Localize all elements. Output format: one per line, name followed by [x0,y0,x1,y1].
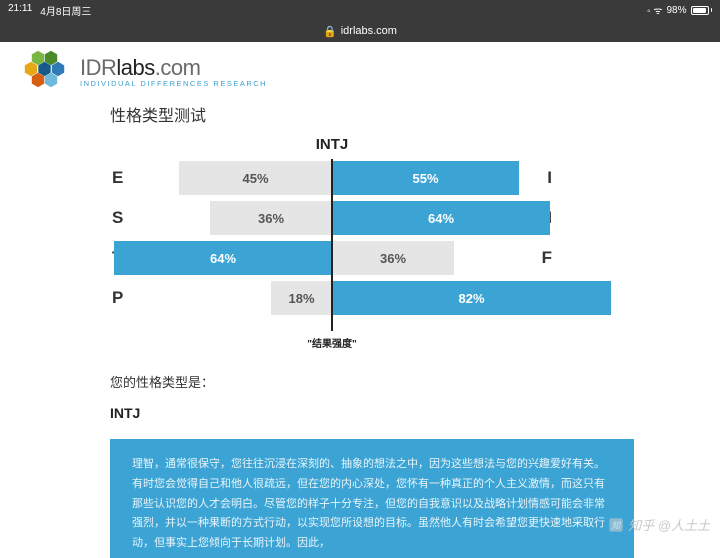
watermark: 知 知乎 @人土土 [608,515,710,534]
bar-right: 55% [332,161,519,195]
chart-result-type: INTJ [112,136,552,153]
chart-centerline [331,159,333,331]
status-bar: 21:11 4月8日周三 ◦ ᯤ 98% [0,0,720,20]
brand-title: IDRlabs.com [80,57,267,79]
wifi-icon: ◦ ᯤ [647,3,662,17]
description-box: 理智，通常很保守，您往往沉浸在深刻的、抽象的想法之中，因为这些想法与您的兴趣爱好… [110,439,634,558]
axis-right-label: I [528,168,552,188]
bar-right: 82% [332,281,611,315]
battery-icon [691,6,713,15]
lock-icon: 🔒 [323,25,337,38]
result-label: 您的性格类型是： [110,372,700,391]
result-value: INTJ [110,405,700,421]
bar-left: 36% [210,201,332,235]
bar-left: 18% [271,281,332,315]
battery-fill [693,8,707,13]
status-time: 21:11 [8,3,32,18]
brand-header[interactable]: IDRlabs.com INDIVIDUAL DIFFERENCES RESEA… [20,50,700,94]
chart-strength-label: "结果强度" [112,335,552,350]
result-chart: INTJ E45%55%IS36%64%NT64%36%FP18%82%J "结… [112,136,552,350]
logo-icon [20,50,72,94]
url-bar[interactable]: 🔒 idrlabs.com [0,20,720,42]
axis-left-label: E [112,168,136,188]
axis-left-label: P [112,288,136,308]
bar-left: 64% [114,241,332,275]
page-title: 性格类型测试 [110,102,700,126]
svg-text:知: 知 [611,520,622,530]
bar-right: 64% [332,201,550,235]
status-date: 4月8日周三 [40,3,91,18]
axis-right-label: F [528,248,552,268]
bar-left: 45% [179,161,332,195]
brand-subtitle: INDIVIDUAL DIFFERENCES RESEARCH [80,80,267,88]
battery-pct: 98% [666,5,686,16]
zhihu-icon: 知 [608,517,624,533]
bar-right: 36% [332,241,454,275]
url-host: idrlabs.com [341,25,397,37]
axis-left-label: S [112,208,136,228]
